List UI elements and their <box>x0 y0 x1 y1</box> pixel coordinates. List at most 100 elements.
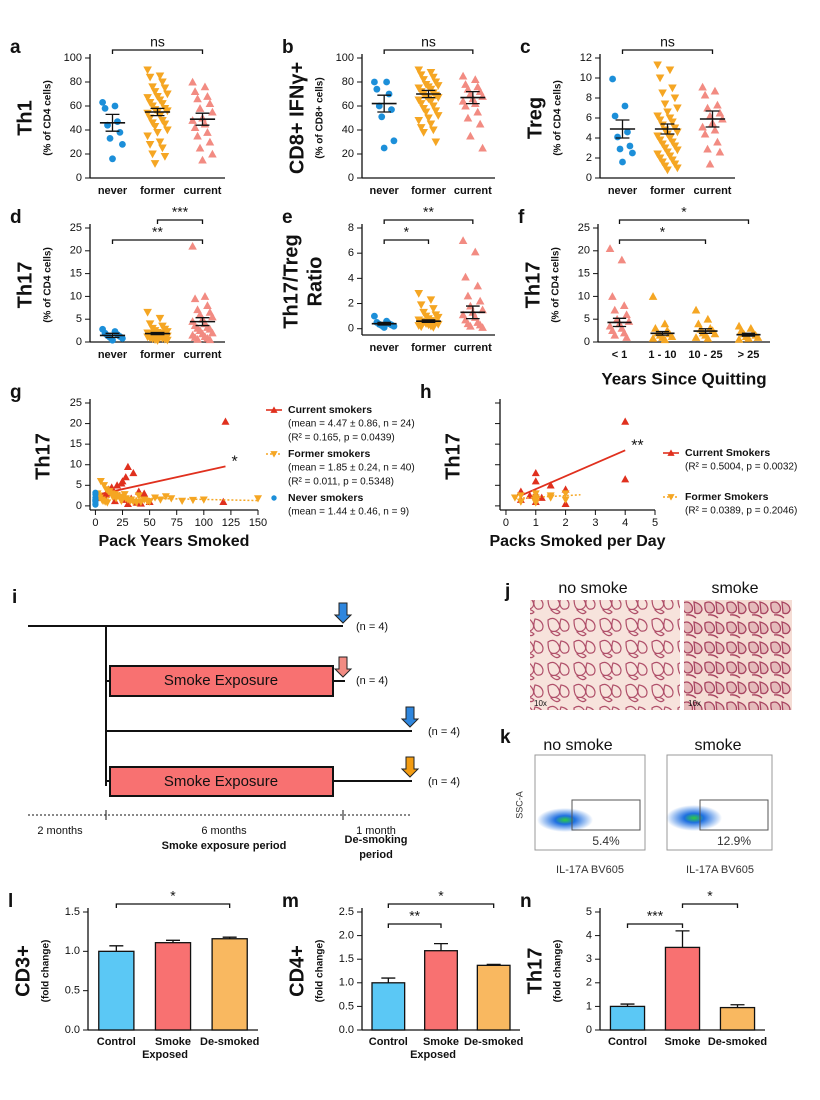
x-tick-label: 100 <box>195 517 213 529</box>
data-point <box>531 499 540 507</box>
data-point <box>208 149 217 158</box>
data-point <box>658 89 667 98</box>
y-axis-label: Th17/Treg <box>280 234 302 328</box>
duration: 2 months <box>37 825 83 837</box>
data-point <box>161 493 170 501</box>
bar-label: Smoke Exposure <box>164 773 278 790</box>
data-point <box>419 128 428 137</box>
legend-label: Never smokers <box>288 492 363 504</box>
x-tick-label: never <box>98 349 128 361</box>
x-tick-note: Exposed <box>142 1049 188 1061</box>
magnification: 10x <box>534 699 547 708</box>
panel-letter: g <box>10 382 22 403</box>
significance-label: ** <box>423 204 434 220</box>
y-tick-label: 20 <box>70 148 82 160</box>
sem-bar <box>421 89 436 99</box>
image-title: smoke <box>711 580 758 597</box>
chart-panel: n 0 1 2 3 4 5 Th17 (fold change) Control Smoke De-s… <box>520 888 767 1048</box>
panel-letter: i <box>12 587 17 608</box>
y-tick-label: 5 <box>584 313 590 325</box>
data-point <box>208 328 217 337</box>
significance-bracket <box>387 923 442 928</box>
significance-bracket <box>383 49 474 54</box>
data-point <box>155 138 165 147</box>
data-point <box>109 155 116 163</box>
exposure-bar <box>109 766 334 797</box>
y-tick-label: 40 <box>70 124 82 136</box>
data-point <box>140 489 149 497</box>
y-axis-sublabel: (% of CD4 cells) <box>43 247 54 323</box>
fit-line <box>520 449 626 497</box>
x-tick-label: current <box>184 349 222 361</box>
y-tick-label: 15 <box>70 268 82 280</box>
data-point <box>670 160 680 169</box>
data-point <box>145 320 155 329</box>
panel-letter: f <box>518 207 525 228</box>
data-point <box>424 114 433 123</box>
y-tick-label: 0 <box>584 336 590 348</box>
x-tick-label: 4 <box>622 517 628 529</box>
diagram: i Smoke Exposure Smoke Exposure (n = 4) … <box>12 587 460 861</box>
data-point <box>475 119 485 128</box>
x-tick-label: former <box>140 349 176 361</box>
data-point <box>188 77 197 86</box>
y-tick-label: 4 <box>348 272 354 284</box>
significance-label: *** <box>647 908 664 924</box>
data-point <box>665 134 675 143</box>
data-point <box>621 417 630 425</box>
data-point <box>150 122 160 131</box>
y-tick-label: 60 <box>70 100 82 112</box>
data-point <box>433 112 443 120</box>
bar <box>476 964 511 1031</box>
x-tick-label: 2 <box>563 517 569 529</box>
data-point <box>117 479 126 487</box>
x-tick-label: current <box>454 342 492 354</box>
bar <box>424 950 458 1031</box>
data-point <box>116 129 124 136</box>
sem-bar <box>466 90 480 105</box>
data-point <box>190 123 200 132</box>
x-tick-label: current <box>694 185 732 197</box>
data-point <box>670 142 680 151</box>
data-point <box>96 477 105 486</box>
panel-letter: m <box>282 891 299 912</box>
data-point <box>431 138 441 147</box>
legend-marker <box>270 451 278 458</box>
data-point <box>163 126 172 135</box>
data-point <box>433 82 443 90</box>
data-point <box>414 66 424 75</box>
y-axis-label: CD4+ <box>286 945 308 997</box>
fit-line <box>514 494 581 500</box>
error-bar <box>109 945 124 952</box>
data-point <box>200 82 210 91</box>
data-point <box>112 495 121 503</box>
data-point <box>205 99 215 108</box>
y-tick-label: 1 <box>586 1000 592 1012</box>
data-point <box>160 120 170 129</box>
y-tick-label: 2 <box>586 977 592 989</box>
bar <box>154 942 192 1031</box>
data-point <box>431 107 441 116</box>
legend-marker <box>270 406 278 413</box>
bar <box>98 950 135 1031</box>
y-tick-label: 10 <box>70 290 82 302</box>
data-point <box>421 108 431 117</box>
n-label: (n = 4) <box>428 776 460 788</box>
legend-marker <box>271 495 277 501</box>
y-tick-label: 1.5 <box>65 906 80 918</box>
bar <box>664 946 701 1031</box>
data-point <box>380 144 388 152</box>
data-point <box>200 292 210 300</box>
y-tick-label: 0.5 <box>339 1000 354 1012</box>
x-tick-label: 1 - 10 <box>648 349 676 361</box>
significance-bracket <box>387 903 495 908</box>
error-bar <box>222 936 237 939</box>
x-tick-label: former <box>411 342 447 354</box>
y-axis-label: Th17 <box>524 948 546 995</box>
data-point <box>219 497 228 505</box>
data-point <box>648 292 658 300</box>
exposure-bar <box>109 665 334 697</box>
data-point <box>145 114 155 123</box>
error-bar <box>675 930 690 948</box>
y-axis-label: Th17 <box>522 262 544 309</box>
